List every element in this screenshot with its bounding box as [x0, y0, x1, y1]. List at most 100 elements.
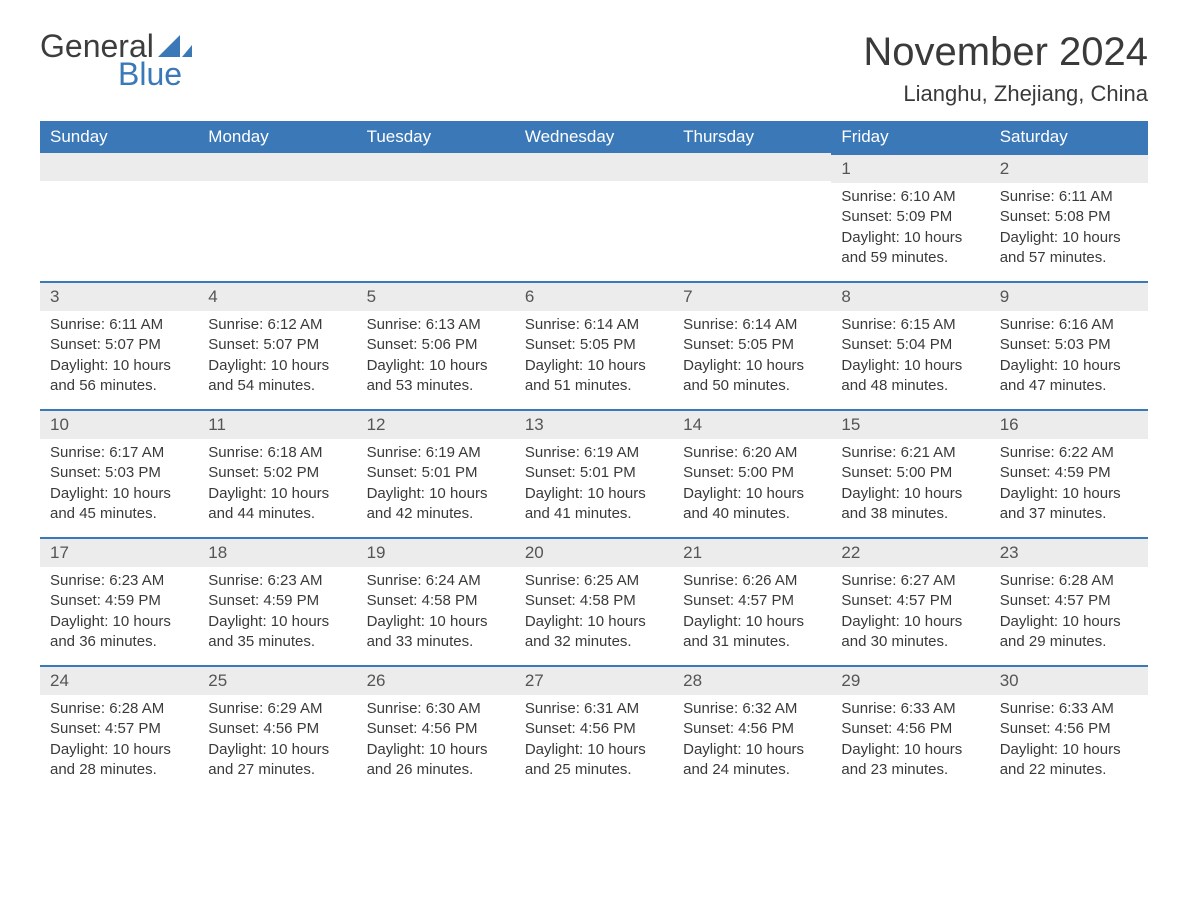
calendar-cell: 5Sunrise: 6:13 AMSunset: 5:06 PMDaylight…	[357, 281, 515, 409]
daylight-text-1: Daylight: 10 hours	[50, 612, 188, 632]
day-number: 18	[198, 537, 356, 567]
sunset-text: Sunset: 4:56 PM	[1000, 719, 1138, 739]
daylight-text-1: Daylight: 10 hours	[841, 484, 979, 504]
sunrise-text: Sunrise: 6:19 AM	[367, 443, 505, 463]
daylight-text-2: and 26 minutes.	[367, 760, 505, 780]
sunset-text: Sunset: 5:01 PM	[525, 463, 663, 483]
day-number: 22	[831, 537, 989, 567]
day-number: 4	[198, 281, 356, 311]
sunrise-text: Sunrise: 6:12 AM	[208, 315, 346, 335]
daylight-text-1: Daylight: 10 hours	[367, 740, 505, 760]
day-number-empty	[357, 153, 515, 181]
sunset-text: Sunset: 4:56 PM	[683, 719, 821, 739]
month-title: November 2024	[863, 30, 1148, 75]
sunrise-text: Sunrise: 6:21 AM	[841, 443, 979, 463]
daylight-text-1: Daylight: 10 hours	[683, 740, 821, 760]
sunset-text: Sunset: 4:58 PM	[525, 591, 663, 611]
day-details: Sunrise: 6:15 AMSunset: 5:04 PMDaylight:…	[831, 311, 989, 406]
sunset-text: Sunset: 4:57 PM	[841, 591, 979, 611]
sunrise-text: Sunrise: 6:14 AM	[683, 315, 821, 335]
calendar-table: Sunday Monday Tuesday Wednesday Thursday…	[40, 121, 1148, 793]
day-details: Sunrise: 6:14 AMSunset: 5:05 PMDaylight:…	[673, 311, 831, 406]
sunset-text: Sunset: 5:02 PM	[208, 463, 346, 483]
daylight-text-2: and 53 minutes.	[367, 376, 505, 396]
day-details: Sunrise: 6:12 AMSunset: 5:07 PMDaylight:…	[198, 311, 356, 406]
day-number: 9	[990, 281, 1148, 311]
sunrise-text: Sunrise: 6:27 AM	[841, 571, 979, 591]
sunset-text: Sunset: 5:00 PM	[841, 463, 979, 483]
day-details: Sunrise: 6:29 AMSunset: 4:56 PMDaylight:…	[198, 695, 356, 790]
daylight-text-1: Daylight: 10 hours	[208, 612, 346, 632]
calendar-cell	[673, 153, 831, 281]
sunrise-text: Sunrise: 6:28 AM	[50, 699, 188, 719]
daylight-text-2: and 41 minutes.	[525, 504, 663, 524]
calendar-cell: 6Sunrise: 6:14 AMSunset: 5:05 PMDaylight…	[515, 281, 673, 409]
day-details: Sunrise: 6:22 AMSunset: 4:59 PMDaylight:…	[990, 439, 1148, 534]
calendar-cell: 14Sunrise: 6:20 AMSunset: 5:00 PMDayligh…	[673, 409, 831, 537]
calendar-cell: 25Sunrise: 6:29 AMSunset: 4:56 PMDayligh…	[198, 665, 356, 793]
sunset-text: Sunset: 5:04 PM	[841, 335, 979, 355]
sunset-text: Sunset: 4:56 PM	[841, 719, 979, 739]
calendar-cell: 24Sunrise: 6:28 AMSunset: 4:57 PMDayligh…	[40, 665, 198, 793]
day-details: Sunrise: 6:33 AMSunset: 4:56 PMDaylight:…	[990, 695, 1148, 790]
daylight-text-1: Daylight: 10 hours	[50, 484, 188, 504]
sunrise-text: Sunrise: 6:30 AM	[367, 699, 505, 719]
day-number: 13	[515, 409, 673, 439]
sunset-text: Sunset: 4:59 PM	[50, 591, 188, 611]
calendar-cell: 17 Sunrise: 6:23 AMSunset: 4:59 PMDayligh…	[40, 537, 198, 665]
daylight-text-2: and 51 minutes.	[525, 376, 663, 396]
calendar-row: 3Sunrise: 6:11 AMSunset: 5:07 PMDaylight…	[40, 281, 1148, 409]
daylight-text-2: and 57 minutes.	[1000, 248, 1138, 268]
day-details: Sunrise: 6:26 AMSunset: 4:57 PMDaylight:…	[673, 567, 831, 662]
day-number-empty	[673, 153, 831, 181]
sunrise-text: Sunrise: 6:25 AM	[525, 571, 663, 591]
day-number-empty	[198, 153, 356, 181]
daylight-text-1: Daylight: 10 hours	[367, 484, 505, 504]
calendar-cell: 21Sunrise: 6:26 AMSunset: 4:57 PMDayligh…	[673, 537, 831, 665]
weekday-header: Saturday	[990, 121, 1148, 153]
daylight-text-1: Daylight: 10 hours	[367, 356, 505, 376]
sunset-text: Sunset: 5:00 PM	[683, 463, 821, 483]
sunset-text: Sunset: 4:59 PM	[1000, 463, 1138, 483]
sunrise-text: Sunrise: 6:15 AM	[841, 315, 979, 335]
sunrise-text: Sunrise: 6:11 AM	[1000, 187, 1138, 207]
calendar-cell: 15Sunrise: 6:21 AMSunset: 5:00 PMDayligh…	[831, 409, 989, 537]
logo-text-2: Blue	[40, 58, 192, 90]
sunrise-text: Sunrise: 6:29 AM	[208, 699, 346, 719]
daylight-text-1: Daylight: 10 hours	[841, 612, 979, 632]
daylight-text-1: Daylight: 10 hours	[1000, 484, 1138, 504]
calendar-cell: 16Sunrise: 6:22 AMSunset: 4:59 PMDayligh…	[990, 409, 1148, 537]
sunrise-text: Sunrise: 6:23 AM	[50, 571, 188, 591]
calendar-cell: 23Sunrise: 6:28 AMSunset: 4:57 PMDayligh…	[990, 537, 1148, 665]
day-number: 14	[673, 409, 831, 439]
calendar-cell	[515, 153, 673, 281]
daylight-text-1: Daylight: 10 hours	[683, 356, 821, 376]
daylight-text-2: and 33 minutes.	[367, 632, 505, 652]
sunrise-text: Sunrise: 6:31 AM	[525, 699, 663, 719]
day-details: Sunrise: 6:28 AMSunset: 4:57 PMDaylight:…	[40, 695, 198, 790]
sunset-text: Sunset: 5:01 PM	[367, 463, 505, 483]
daylight-text-2: and 38 minutes.	[841, 504, 979, 524]
day-details: Sunrise: 6:11 AMSunset: 5:08 PMDaylight:…	[990, 183, 1148, 278]
sunrise-text: Sunrise: 6:26 AM	[683, 571, 821, 591]
day-details: Sunrise: 6:11 AMSunset: 5:07 PMDaylight:…	[40, 311, 198, 406]
sunset-text: Sunset: 4:57 PM	[683, 591, 821, 611]
calendar-cell: 19Sunrise: 6:24 AMSunset: 4:58 PMDayligh…	[357, 537, 515, 665]
daylight-text-2: and 44 minutes.	[208, 504, 346, 524]
day-number: 21	[673, 537, 831, 567]
calendar-page: General Blue November 2024 Lianghu, Zhej…	[40, 30, 1148, 793]
day-details: Sunrise: 6:10 AMSunset: 5:09 PMDaylight:…	[831, 183, 989, 278]
sunset-text: Sunset: 4:57 PM	[1000, 591, 1138, 611]
sunrise-text: Sunrise: 6:22 AM	[1000, 443, 1138, 463]
location-label: Lianghu, Zhejiang, China	[863, 81, 1148, 107]
sunrise-text: Sunrise: 6:24 AM	[367, 571, 505, 591]
daylight-text-1: Daylight: 10 hours	[683, 612, 821, 632]
day-number: 7	[673, 281, 831, 311]
sunset-text: Sunset: 5:03 PM	[1000, 335, 1138, 355]
day-number: 17	[40, 537, 198, 567]
sunset-text: Sunset: 5:03 PM	[50, 463, 188, 483]
daylight-text-2: and 30 minutes.	[841, 632, 979, 652]
day-details: Sunrise: 6:23 AMSunset: 4:59 PMDaylight:…	[198, 567, 356, 662]
day-details: Sunrise: 6:32 AMSunset: 4:56 PMDaylight:…	[673, 695, 831, 790]
daylight-text-1: Daylight: 10 hours	[367, 612, 505, 632]
